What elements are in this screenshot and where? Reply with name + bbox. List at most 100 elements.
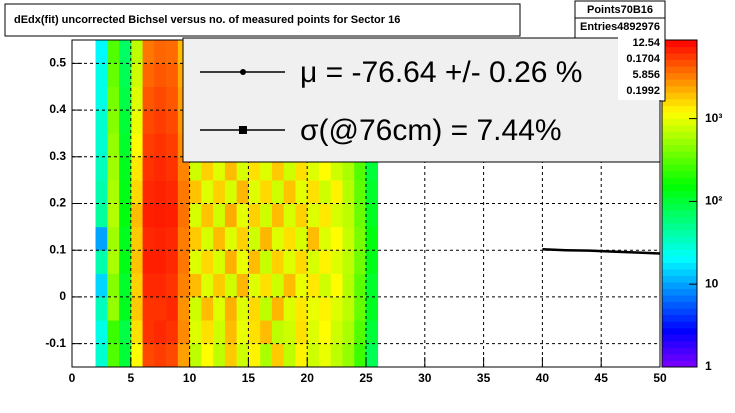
cell xyxy=(318,226,332,251)
cell xyxy=(248,343,261,368)
cell xyxy=(224,273,237,298)
palette-step xyxy=(662,216,697,224)
cell xyxy=(107,40,120,64)
cell xyxy=(366,226,379,251)
cell xyxy=(130,203,143,228)
cell xyxy=(130,296,143,321)
cell xyxy=(107,273,120,298)
cell xyxy=(283,180,296,204)
cell xyxy=(354,203,367,228)
y-tick-label: 0.5 xyxy=(49,56,66,70)
z-tick-label: 10³ xyxy=(705,111,722,125)
cell xyxy=(354,250,367,274)
cell xyxy=(177,180,190,204)
cell xyxy=(119,343,132,368)
cell xyxy=(318,296,332,321)
cell xyxy=(224,250,237,274)
palette-step xyxy=(662,190,697,198)
palette-step xyxy=(662,288,697,296)
cell xyxy=(318,250,332,274)
palette-step xyxy=(662,72,697,80)
cell xyxy=(142,40,155,64)
cell xyxy=(260,296,273,321)
y-tick-label: 0 xyxy=(59,289,66,303)
legend-text: σ(@76cm) = 7.44% xyxy=(300,114,562,147)
palette-step xyxy=(662,236,697,244)
cell xyxy=(295,156,308,181)
cell xyxy=(166,250,179,274)
cell xyxy=(236,273,249,298)
stats-title: Points70B16 xyxy=(587,4,653,16)
cell xyxy=(154,133,167,158)
cell xyxy=(318,320,332,344)
cell xyxy=(95,250,108,274)
cell xyxy=(342,343,355,368)
cell xyxy=(201,273,214,298)
cell xyxy=(330,250,343,274)
cell xyxy=(248,226,261,251)
cell xyxy=(119,40,132,64)
cell xyxy=(260,273,273,298)
cell xyxy=(366,250,379,274)
cell xyxy=(130,226,143,251)
cell xyxy=(166,180,179,204)
cell xyxy=(177,343,190,368)
cell xyxy=(177,156,190,181)
cell xyxy=(213,203,226,228)
cell xyxy=(154,86,167,111)
x-tick-label: 5 xyxy=(127,371,134,385)
cell xyxy=(142,156,155,181)
palette-step xyxy=(662,340,697,348)
cell xyxy=(201,343,214,368)
cell xyxy=(95,63,108,88)
cell xyxy=(177,273,190,298)
cell xyxy=(119,320,132,344)
cell xyxy=(354,296,367,321)
cell xyxy=(213,250,226,274)
palette-step xyxy=(662,223,697,231)
x-tick-label: 45 xyxy=(595,371,609,385)
palette-step xyxy=(662,255,697,263)
cell xyxy=(224,320,237,344)
cell xyxy=(107,320,120,344)
cell xyxy=(154,110,167,134)
stats-value: 0.1992 xyxy=(626,85,660,97)
cell xyxy=(224,226,237,251)
stats-value: 12.54 xyxy=(632,37,660,49)
cell xyxy=(330,203,343,228)
cell xyxy=(142,273,155,298)
cell xyxy=(342,296,355,321)
cell xyxy=(224,296,237,321)
palette-step xyxy=(662,295,697,303)
x-tick-label: 0 xyxy=(69,371,76,385)
palette-step xyxy=(662,360,697,368)
palette-step xyxy=(662,203,697,211)
cell xyxy=(330,226,343,251)
palette-step xyxy=(662,281,697,290)
cell xyxy=(283,156,296,181)
cell xyxy=(119,156,132,181)
cell xyxy=(95,133,108,158)
cell xyxy=(189,156,202,181)
palette-step xyxy=(662,347,697,355)
cell xyxy=(236,343,249,368)
cell xyxy=(201,296,214,321)
cell xyxy=(119,110,132,134)
cell xyxy=(248,273,261,298)
cell xyxy=(330,320,343,344)
cell xyxy=(307,180,320,204)
cell xyxy=(130,133,143,158)
y-tick-label: 0.2 xyxy=(49,196,66,210)
palette-step xyxy=(662,131,697,139)
cell xyxy=(107,250,120,274)
cell xyxy=(107,343,120,368)
y-tick-label: -0.1 xyxy=(45,336,66,350)
cell xyxy=(142,320,155,344)
cell xyxy=(283,320,296,344)
cell xyxy=(142,250,155,274)
palette-step xyxy=(662,242,697,250)
cell xyxy=(154,156,167,181)
cell xyxy=(166,156,179,181)
cell xyxy=(224,180,237,204)
cell xyxy=(95,40,108,64)
